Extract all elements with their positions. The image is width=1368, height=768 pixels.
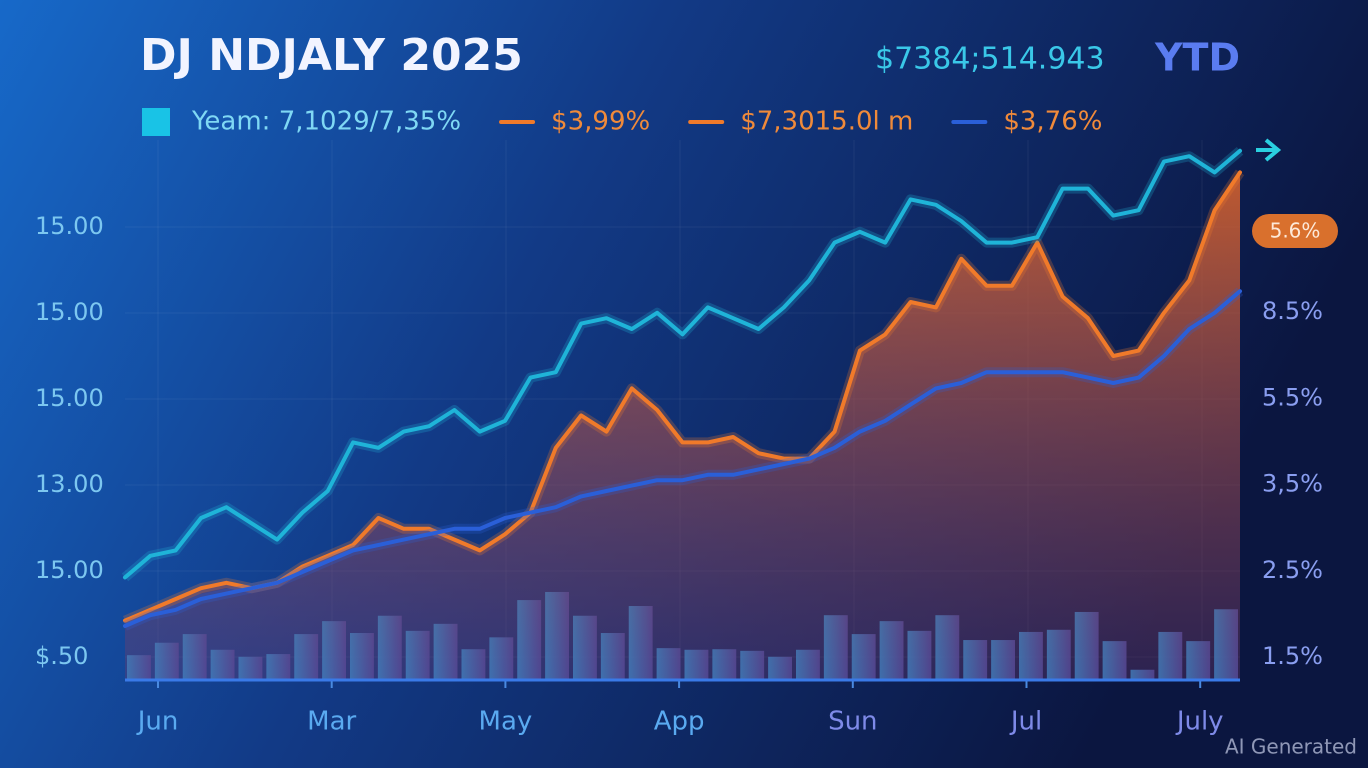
y-axis-label: 13.00 <box>35 470 104 498</box>
x-tick-label: Sun <box>828 707 877 737</box>
watermark: AI Generated <box>1225 735 1357 759</box>
y2-axis-label: 1.5% <box>1262 642 1323 670</box>
chart-title: DJ NDJALY 2025 <box>140 30 523 81</box>
y2-axis-label: 2.5% <box>1262 556 1323 584</box>
x-tick-label: App <box>654 707 705 737</box>
legend-label: $3,76% <box>1003 107 1102 137</box>
x-tick-label: May <box>479 707 533 737</box>
legend-label: $3,99% <box>551 107 650 137</box>
arrow-icon <box>1256 138 1282 162</box>
y-axis-label: $.50 <box>35 642 88 670</box>
x-tick-label: July <box>1175 707 1224 737</box>
y-axis-label: 15.00 <box>35 384 104 412</box>
legend-label: $7,3015.0l m <box>740 107 913 137</box>
y2-axis-label: 3,5% <box>1262 470 1323 498</box>
x-tick-label: Mar <box>307 707 356 737</box>
y2-axis-label: 5.5% <box>1262 383 1323 411</box>
y2-axis-label: 8.5% <box>1262 297 1323 325</box>
y-axis-label: 15.00 <box>35 556 104 584</box>
line <box>123 289 1242 628</box>
line <box>123 170 1242 623</box>
badge <box>1252 214 1338 248</box>
headline-tag: YTD <box>1154 36 1240 80</box>
legend-swatch <box>142 108 170 136</box>
badge-text: 5.6% <box>1270 219 1321 243</box>
area-fill <box>125 172 1240 680</box>
x-tick-label: Jun <box>136 707 179 737</box>
y-axis-label: 15.00 <box>35 212 104 240</box>
legend-label: Yeam: 7,1029/7,35% <box>191 107 461 137</box>
line <box>123 148 1242 580</box>
headline-value: $7384;514.943 <box>875 42 1105 77</box>
y-axis-label: 15.00 <box>35 298 104 326</box>
x-tick-label: Jul <box>1009 707 1042 737</box>
